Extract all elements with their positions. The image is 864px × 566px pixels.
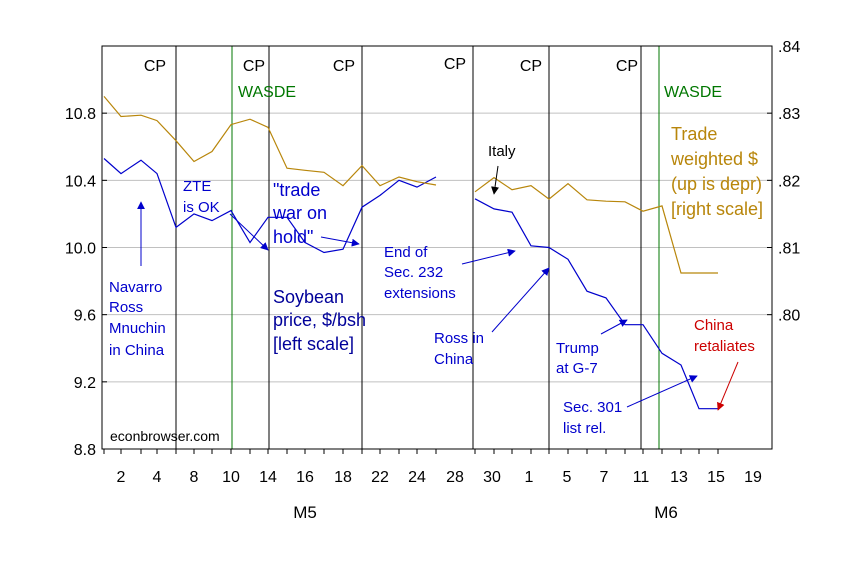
- annot-soybean-1: Soybean: [273, 287, 344, 307]
- event-label-cp-5: CP: [520, 58, 542, 75]
- month-label-m5: M5: [293, 503, 317, 522]
- y-left-tick-label-0: 8.8: [74, 442, 96, 459]
- annot-tw-4: [right scale]: [671, 199, 763, 219]
- watermark: econbrowser.com: [110, 428, 220, 444]
- arrow-sec232: [461, 248, 516, 265]
- annot-navarro-2: Ross: [109, 299, 143, 316]
- annot-end232-1: End of: [384, 244, 428, 261]
- x-tick-label-2: 8: [190, 469, 199, 486]
- arrow-china-retaliates: [717, 361, 739, 411]
- x-tick-label-4: 14: [259, 469, 277, 486]
- annot-navarro-3: Mnuchin: [109, 320, 166, 337]
- x-tick-label-9: 28: [446, 469, 464, 486]
- event-label-wasde-1: WASDE: [238, 84, 296, 101]
- annot-trump-2: at G-7: [556, 360, 598, 377]
- event-label-cp-2: CP: [243, 58, 265, 75]
- arrow-italy: [491, 165, 499, 195]
- annot-ross-2: China: [434, 351, 474, 368]
- series-line-trade-weighted-1: [474, 176, 718, 274]
- x-tick-label-15: 13: [670, 469, 688, 486]
- x-tick-label-12: 5: [563, 469, 572, 486]
- y-right-tick-label-1: .81: [778, 241, 800, 258]
- event-label-cp-1: CP: [144, 58, 166, 75]
- annot-trump-1: Trump: [556, 340, 599, 357]
- event-label-cp-4: CP: [444, 56, 466, 73]
- x-tick-label-7: 22: [371, 469, 389, 486]
- annot-sec301-2: list rel.: [563, 420, 606, 437]
- y-right-tick-label-0: .80: [778, 308, 800, 325]
- annot-tw-1: Trade: [671, 124, 717, 144]
- x-tick-label-0: 2: [117, 469, 126, 486]
- series-line-soybean-0: [103, 158, 437, 254]
- y-right-tick-label-3: .83: [778, 106, 800, 123]
- annot-italy: Italy: [488, 143, 516, 160]
- annot-zte-1: ZTE: [183, 178, 211, 195]
- annot-ross-1: Ross in: [434, 330, 484, 347]
- annot-tradewar-2: war on: [272, 203, 327, 223]
- x-tick-label-13: 7: [600, 469, 609, 486]
- x-tick-label-17: 19: [744, 469, 762, 486]
- x-tick-label-3: 10: [222, 469, 240, 486]
- x-tick-label-1: 4: [153, 469, 162, 486]
- annot-zte-2: is OK: [183, 199, 220, 216]
- annot-end232-3: extensions: [384, 285, 456, 302]
- y-right-tick-label-2: .82: [778, 173, 800, 190]
- annot-end232-2: Sec. 232: [384, 264, 443, 281]
- arrow-trump: [600, 319, 628, 335]
- event-label-cp-3: CP: [333, 58, 355, 75]
- annot-soybean-2: price, $/bsh: [273, 310, 366, 330]
- x-tick-label-8: 24: [408, 469, 426, 486]
- x-tick-label-16: 15: [707, 469, 725, 486]
- annot-soybean-3: [left scale]: [273, 334, 354, 354]
- y-left-tick-label-5: 10.8: [65, 106, 96, 123]
- y-left-tick-label-1: 9.2: [74, 375, 96, 392]
- event-label-wasde-2: WASDE: [664, 84, 722, 101]
- arrow-sec301: [626, 375, 698, 408]
- x-tick-label-5: 16: [296, 469, 314, 486]
- arrow-trade-war: [320, 236, 360, 247]
- x-tick-label-11: 1: [525, 469, 534, 486]
- annot-tw-3: (up is depr): [671, 174, 762, 194]
- annot-tradewar-3: hold": [273, 227, 313, 247]
- y-right-tick-label-4: .84: [778, 39, 800, 56]
- annot-china-retaliates-1: China: [694, 317, 734, 334]
- arrow-ross-china: [491, 267, 550, 333]
- series-line-trade-weighted-0: [103, 96, 437, 187]
- annot-china-retaliates-2: retaliates: [694, 338, 755, 355]
- annot-tradewar-1: "trade: [273, 180, 320, 200]
- event-label-cp-6: CP: [616, 58, 638, 75]
- y-left-tick-label-4: 10.4: [65, 173, 96, 190]
- x-tick-label-14: 11: [633, 469, 650, 486]
- annot-navarro-4: in China: [109, 342, 165, 359]
- series-line-soybean-1: [474, 198, 718, 410]
- x-tick-label-10: 30: [483, 469, 501, 486]
- annot-navarro-1: Navarro: [109, 279, 162, 296]
- x-tick-label-6: 18: [334, 469, 352, 486]
- y-left-tick-label-3: 10.0: [65, 241, 96, 258]
- annot-tw-2: weighted $: [670, 149, 758, 169]
- annot-sec301-1: Sec. 301: [563, 399, 622, 416]
- y-left-tick-label-2: 9.6: [74, 308, 96, 325]
- month-label-m6: M6: [654, 503, 678, 522]
- arrow-zte: [229, 213, 269, 251]
